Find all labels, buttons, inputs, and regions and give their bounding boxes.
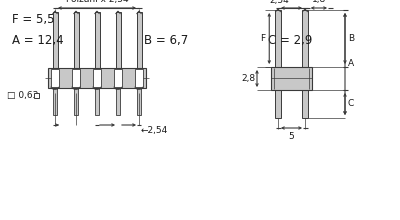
Text: C = 2,9: C = 2,9 <box>268 34 312 47</box>
Bar <box>275 10 281 67</box>
Bar <box>302 10 308 67</box>
Text: Polzahl x 2,54: Polzahl x 2,54 <box>66 0 128 4</box>
Bar <box>52 12 58 68</box>
Bar <box>116 88 120 115</box>
Bar <box>136 12 142 68</box>
Text: 2,8: 2,8 <box>241 74 255 83</box>
Bar <box>275 90 281 118</box>
Bar <box>116 12 120 68</box>
Bar <box>74 12 78 68</box>
Text: ←2,54: ←2,54 <box>141 126 168 135</box>
Bar <box>135 69 143 87</box>
Text: 1,8: 1,8 <box>312 0 326 4</box>
Bar <box>114 69 122 87</box>
Text: A: A <box>348 59 354 68</box>
Text: □ 0,63: □ 0,63 <box>7 91 38 100</box>
Bar <box>74 88 78 115</box>
Text: F = 5,5: F = 5,5 <box>12 13 54 26</box>
Bar <box>137 88 141 115</box>
Bar <box>302 90 308 118</box>
Bar <box>95 88 99 115</box>
Bar <box>93 69 101 87</box>
Text: 5: 5 <box>289 132 294 141</box>
Text: C: C <box>348 99 354 108</box>
Bar <box>72 69 80 87</box>
Text: B: B <box>348 34 354 43</box>
Text: F: F <box>260 34 265 43</box>
Bar <box>48 68 146 88</box>
Bar <box>53 88 57 115</box>
Bar <box>94 12 100 68</box>
Bar <box>34 93 39 98</box>
Text: B = 6,7: B = 6,7 <box>144 34 188 47</box>
Text: 2,54: 2,54 <box>270 0 290 5</box>
Bar <box>271 67 312 90</box>
Bar <box>51 69 59 87</box>
Text: A = 12,4: A = 12,4 <box>12 34 64 47</box>
